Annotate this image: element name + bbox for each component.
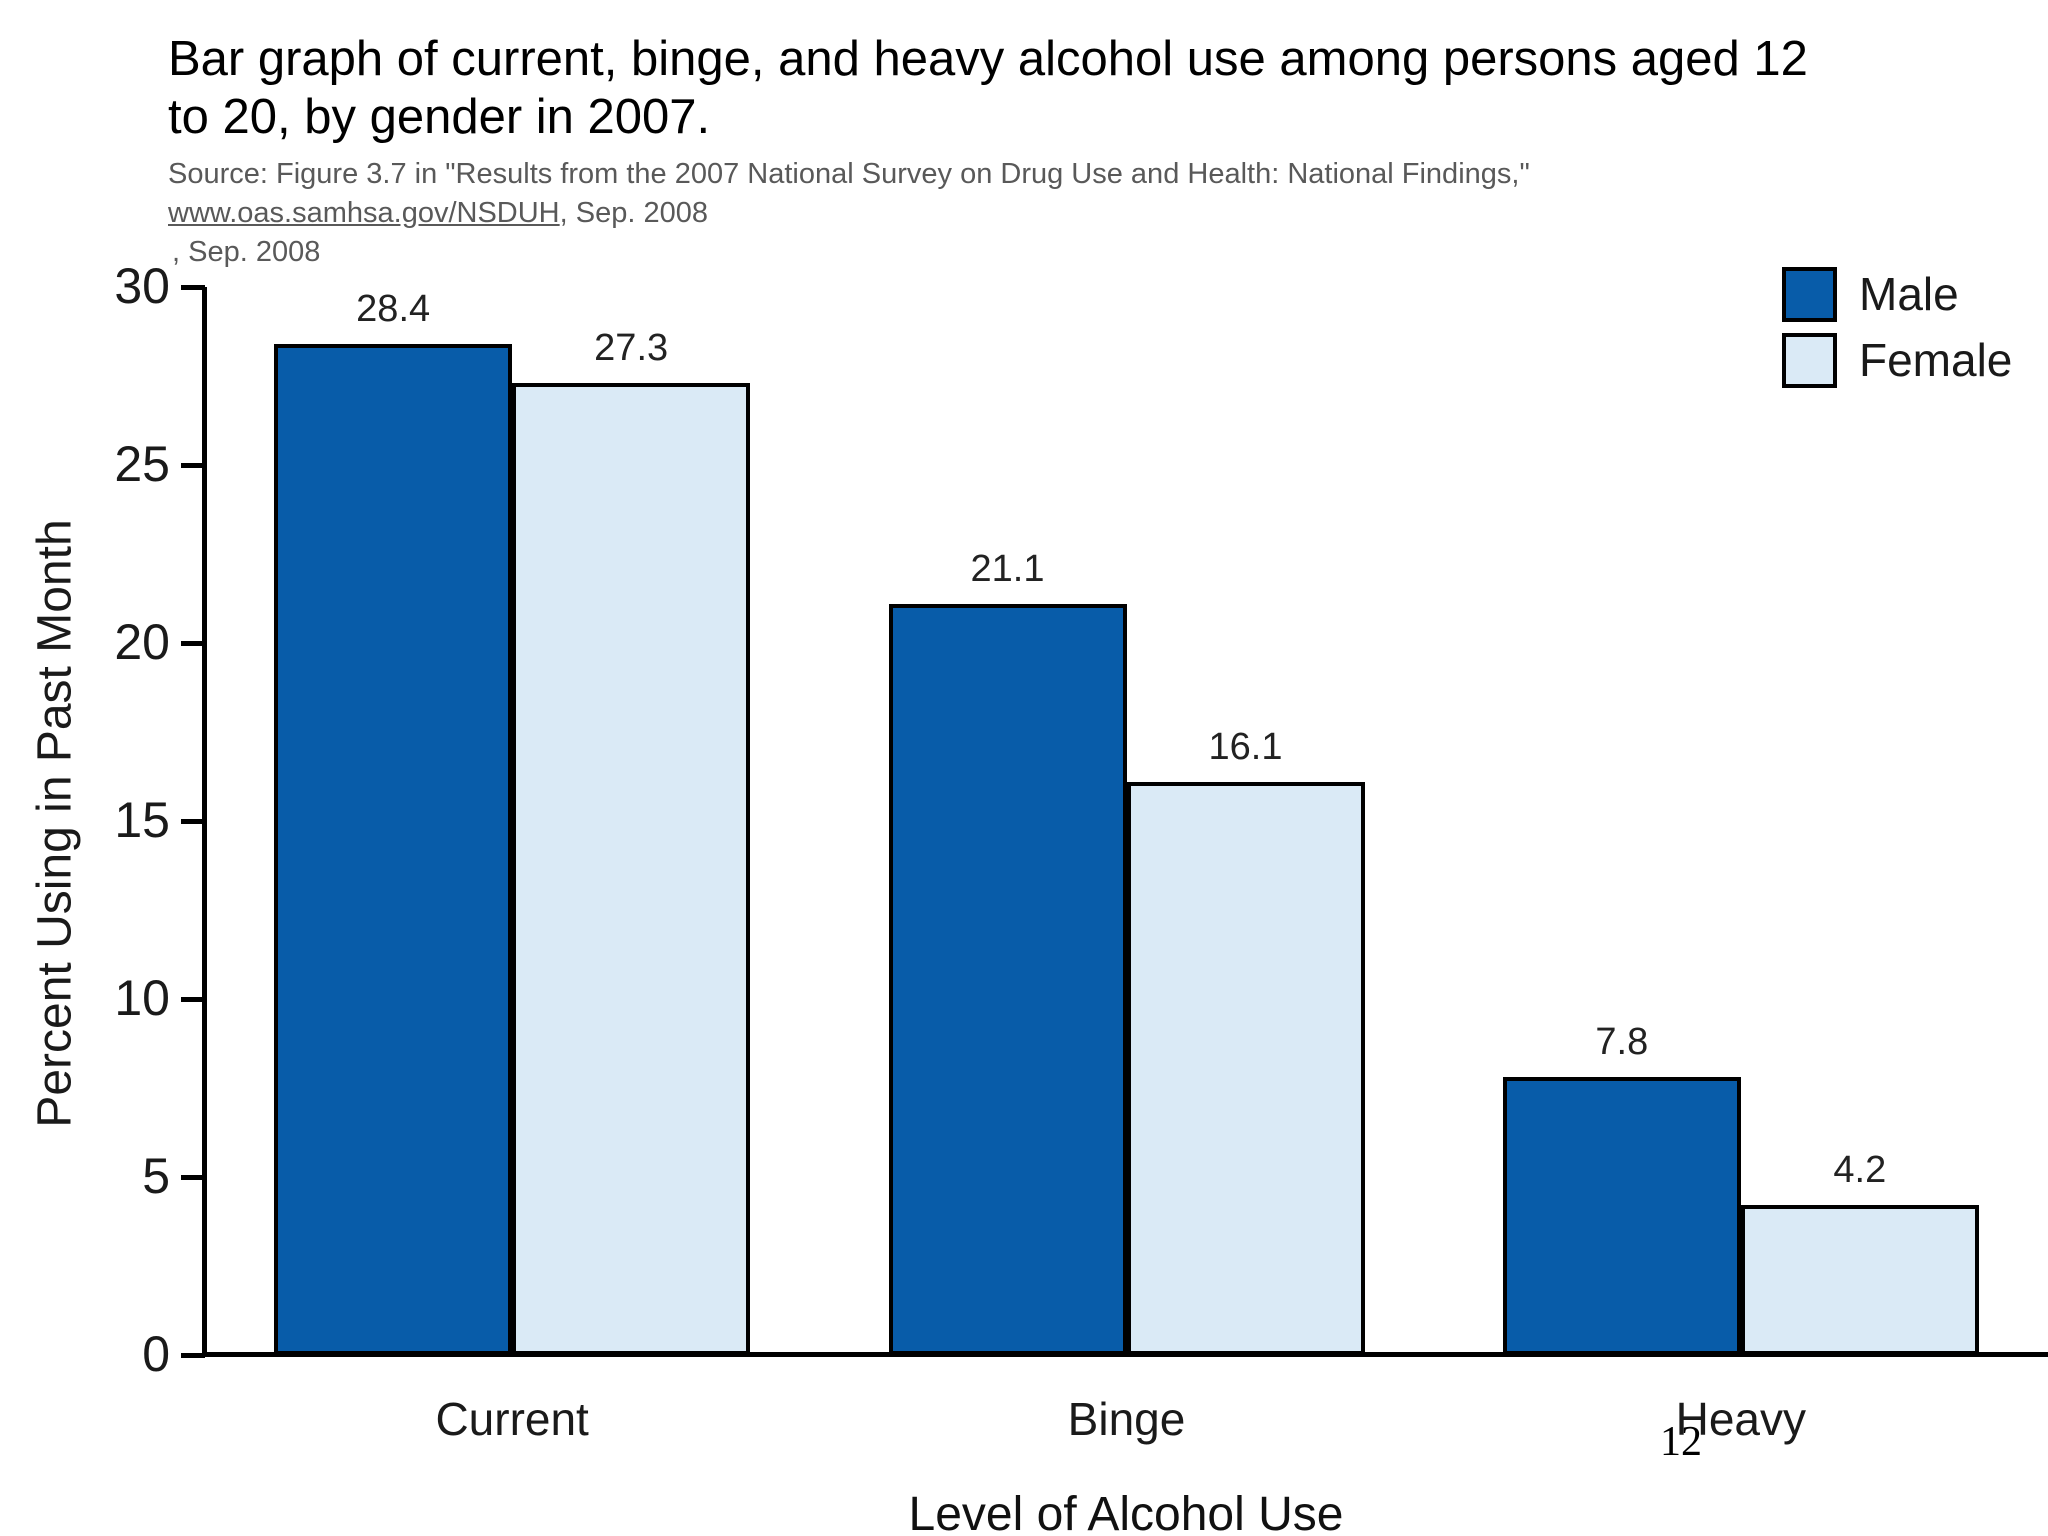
chart-title: Bar graph of current, binge, and heavy a…	[168, 30, 1808, 146]
page-number: 12	[1660, 1419, 1702, 1465]
bar-female-heavy	[1740, 1205, 1979, 1355]
bar-female-current	[512, 383, 751, 1355]
x-tick-label-heavy: Heavy	[1675, 1393, 1807, 1445]
chart-title-line2: to 20, by gender in 2007.	[168, 90, 711, 144]
y-tick-label-30: 30	[114, 258, 170, 314]
source-line3: , Sep. 2008	[172, 236, 321, 268]
legend-swatch-male	[1782, 266, 1837, 322]
bar-value-female-current: 27.3	[594, 327, 669, 369]
legend-swatch-female	[1782, 332, 1837, 388]
x-tick-label-binge: Binge	[1067, 1393, 1186, 1445]
y-tick-label-15: 15	[114, 792, 170, 848]
x-axis-title: Level of Alcohol Use	[908, 1488, 1344, 1536]
y-tick-label-10: 10	[114, 970, 170, 1026]
bar-value-female-heavy: 4.2	[1833, 1149, 1887, 1191]
y-tick-mark-0	[181, 1353, 205, 1358]
y-tick-label-20: 20	[114, 614, 170, 670]
legend-label-female: Female	[1859, 334, 2013, 386]
y-tick-mark-10	[181, 997, 205, 1002]
legend-label-male: Male	[1859, 268, 1959, 320]
bar-male-heavy	[1502, 1077, 1741, 1355]
bar-male-current	[274, 344, 513, 1355]
legend-item-female: Female	[1782, 332, 2013, 388]
y-tick-label-5: 5	[142, 1148, 170, 1204]
y-tick-mark-30	[181, 285, 205, 290]
legend-item-male: Male	[1782, 266, 2012, 322]
bar-male-binge	[888, 604, 1127, 1355]
source-line2: www.oas.samhsa.gov/NSDUH, Sep. 2008	[168, 194, 1530, 233]
source-note: Source: Figure 3.7 in "Results from the …	[168, 155, 1530, 272]
y-tick-mark-25	[181, 463, 205, 468]
y-tick-mark-15	[181, 819, 205, 824]
chart-title-line1: Bar graph of current, binge, and heavy a…	[168, 32, 1808, 86]
bar-value-male-current: 28.4	[356, 288, 431, 330]
y-tick-mark-20	[181, 641, 205, 646]
bar-value-female-binge: 16.1	[1208, 726, 1283, 768]
y-tick-mark-5	[181, 1175, 205, 1180]
x-tick-label-current: Current	[435, 1393, 589, 1445]
y-tick-label-0: 0	[142, 1326, 170, 1382]
bar-value-male-binge: 21.1	[970, 548, 1045, 590]
legend: Male Female	[1782, 266, 2013, 400]
source-line1: Source: Figure 3.7 in "Results from the …	[168, 158, 1530, 190]
y-tick-label-25: 25	[114, 436, 170, 492]
bar-value-male-heavy: 7.8	[1595, 1021, 1649, 1063]
source-line2-rest: , Sep. 2008	[559, 197, 708, 229]
bar-female-binge	[1126, 782, 1365, 1355]
source-link[interactable]: www.oas.samhsa.gov/NSDUH	[168, 197, 560, 229]
